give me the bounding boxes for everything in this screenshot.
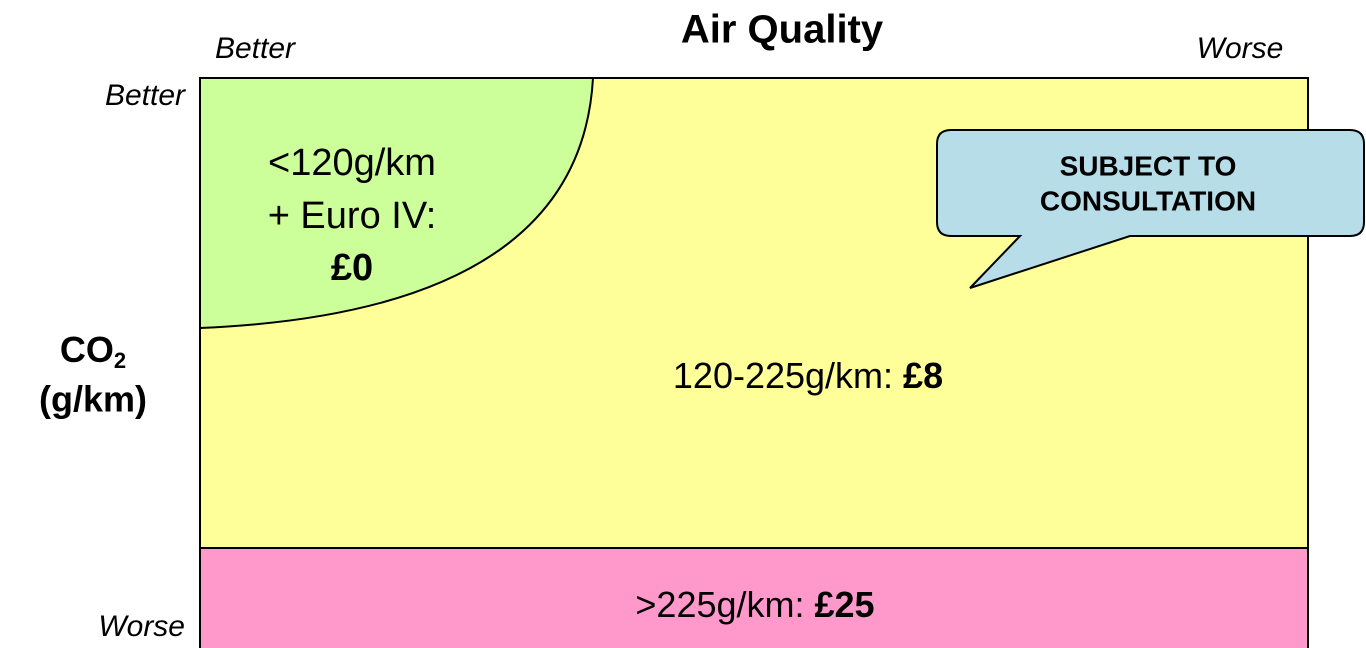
y-axis-title-main: CO [60,329,114,370]
y-axis-unit: (g/km) [39,379,147,420]
x-label-left: Better [215,32,296,65]
yellow-label: 120-225g/km: [673,355,903,396]
callout-bubble [936,129,1365,289]
green-charge: £0 [331,247,373,289]
green-line: + Euro IV: [268,195,437,237]
green-region [199,77,595,330]
pink-label: >225g/km: [635,584,814,625]
pink-text: >225g/km: £25 [635,584,874,625]
pink-region [199,547,1309,648]
y-label-bottom: Worse [98,610,185,643]
y-axis-title-subscript: 2 [114,348,126,373]
yellow-charge: £8 [903,355,943,396]
yellow-text: 120-225g/km: £8 [673,355,943,396]
y-axis-title: CO2 [60,329,126,373]
callout-line: SUBJECT TO [1060,150,1237,181]
pink-charge: £25 [815,584,875,625]
y-label-top: Better [105,79,186,112]
title: Air Quality [681,8,884,52]
x-label-right: Worse [1197,32,1284,65]
callout-line: CONSULTATION [1040,185,1256,216]
green-line: <120g/km [268,142,436,184]
